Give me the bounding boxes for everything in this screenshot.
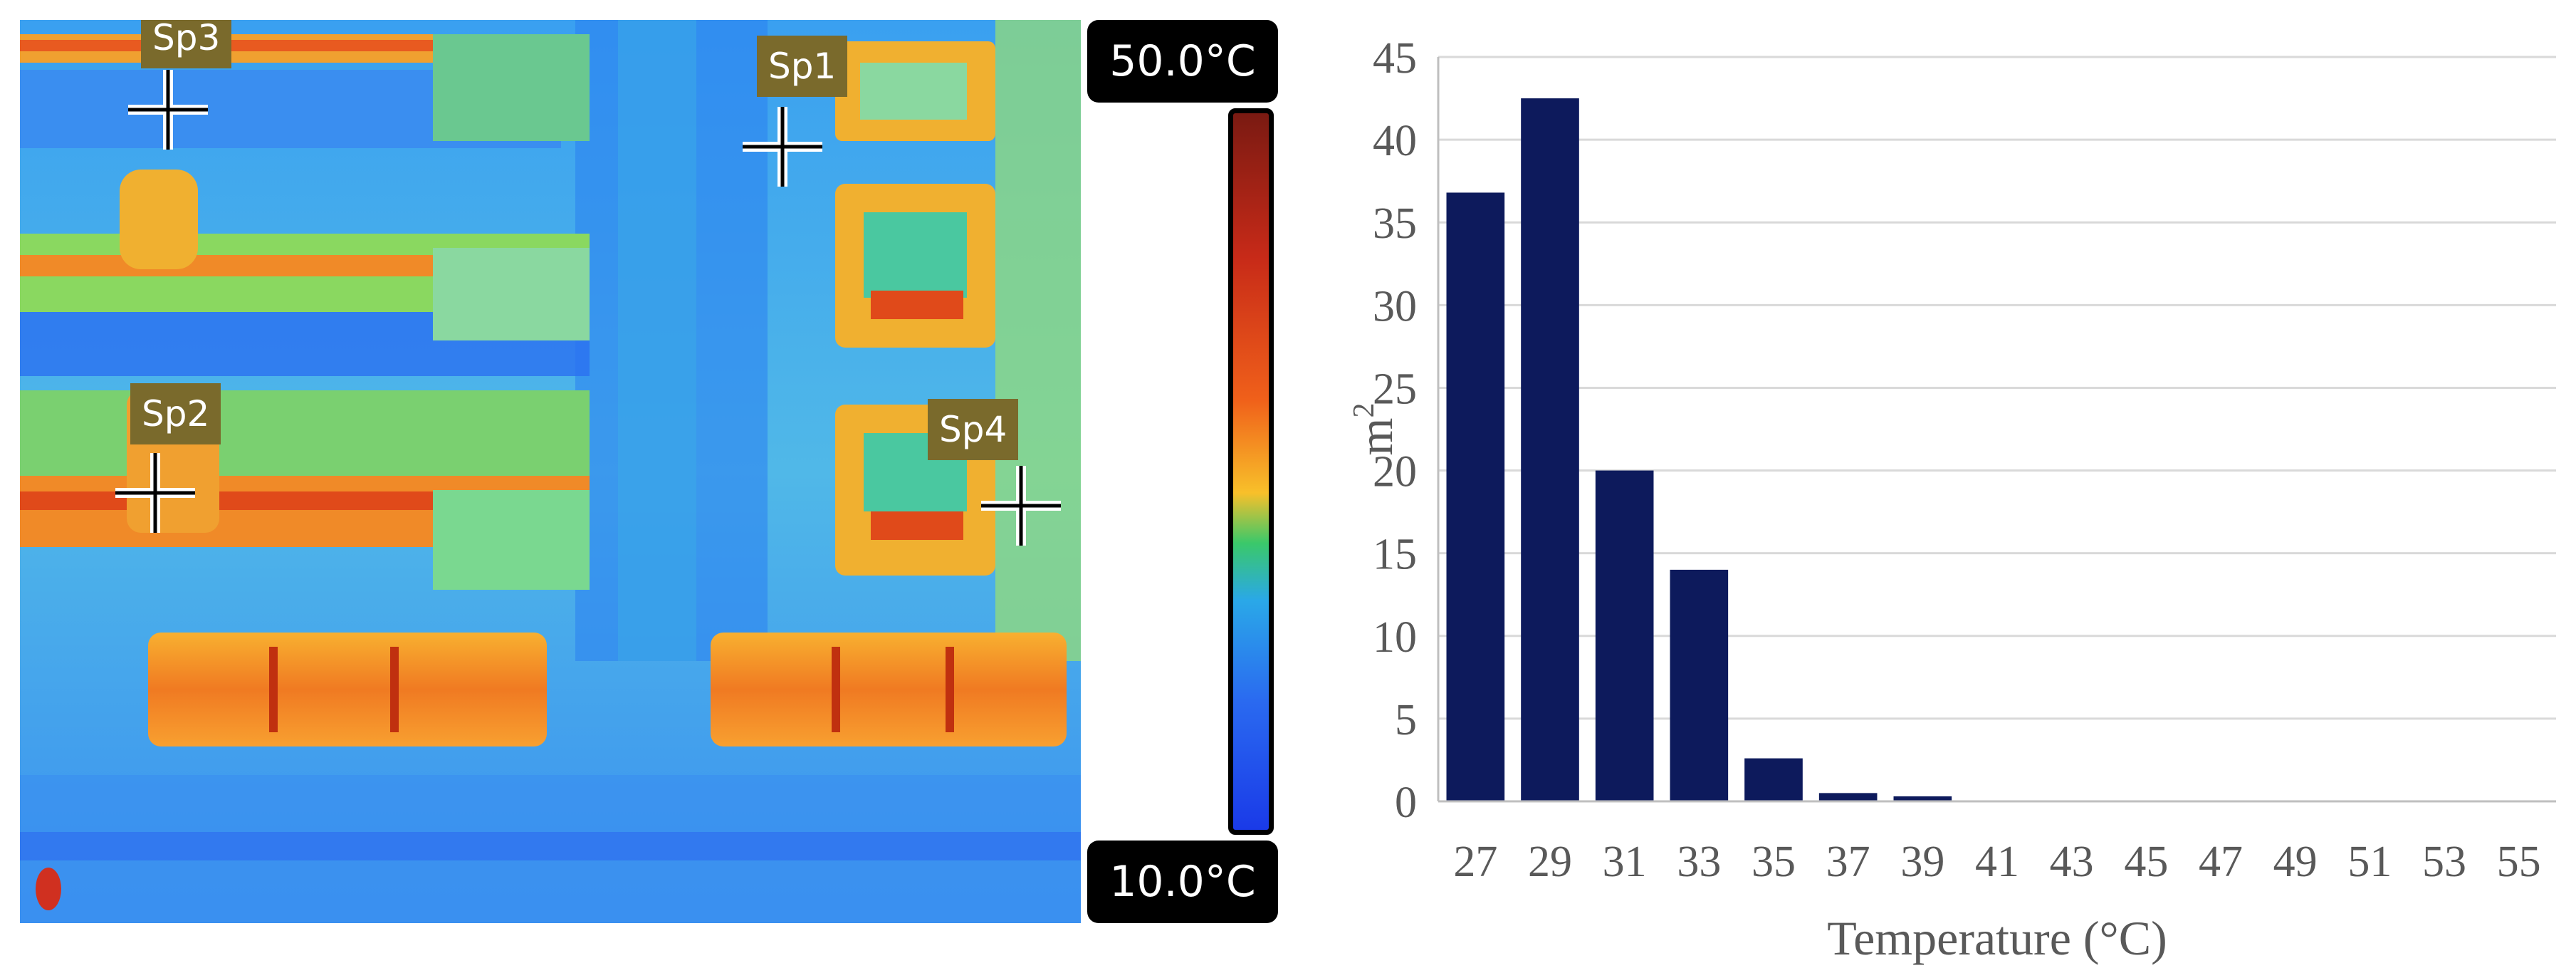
x-tick-label: 43 bbox=[2050, 838, 2094, 886]
x-axis-ticks: 27 29 31 33 35 37 39 41 43 45 47 49 51 53 55 bbox=[1453, 838, 2540, 886]
x-tick-label: 45 bbox=[2124, 838, 2168, 886]
crosshair-sp1 bbox=[743, 107, 822, 187]
x-tick-label: 51 bbox=[2347, 838, 2392, 886]
x-tick-label: 33 bbox=[1677, 838, 1721, 886]
bar-29 bbox=[1521, 98, 1579, 802]
y-axis-label: m2 bbox=[1348, 403, 1403, 456]
crosshair-sp2 bbox=[115, 453, 195, 533]
thermal-image: Sp3 Sp1 Sp2 Sp4 bbox=[20, 20, 1081, 923]
bar-31 bbox=[1595, 470, 1654, 801]
color-scale-bar bbox=[1228, 108, 1274, 835]
spot-label-sp3: Sp3 bbox=[141, 20, 232, 68]
y-tick-label: 5 bbox=[1395, 696, 1417, 744]
bar-33 bbox=[1670, 569, 1729, 801]
x-tick-label: 47 bbox=[2199, 838, 2243, 886]
y-tick-label: 0 bbox=[1395, 779, 1417, 827]
y-axis-label-base: m bbox=[1349, 418, 1403, 456]
x-tick-label: 53 bbox=[2422, 838, 2466, 886]
y-tick-label: 20 bbox=[1373, 448, 1417, 496]
y-axis-label-sup: 2 bbox=[1348, 403, 1381, 418]
x-tick-label: 49 bbox=[2273, 838, 2318, 886]
x-tick-label: 27 bbox=[1453, 838, 1497, 886]
y-tick-label: 40 bbox=[1373, 117, 1417, 165]
x-tick-label: 37 bbox=[1826, 838, 1870, 886]
y-axis-ticks: 0 5 10 15 20 25 30 35 40 45 bbox=[1373, 34, 1417, 827]
gridlines bbox=[1438, 56, 2556, 720]
y-tick-label: 45 bbox=[1373, 34, 1417, 83]
x-tick-label: 39 bbox=[1900, 838, 1944, 886]
x-tick-label: 41 bbox=[1975, 838, 2019, 886]
spot-label-sp4: Sp4 bbox=[928, 399, 1019, 460]
spot-label-sp1: Sp1 bbox=[757, 36, 848, 97]
x-tick-label: 35 bbox=[1752, 838, 1796, 886]
bar-35 bbox=[1744, 758, 1803, 801]
x-tick-label: 55 bbox=[2497, 838, 2541, 886]
scale-max-label: 50.0°C bbox=[1087, 20, 1278, 103]
bar-27 bbox=[1446, 192, 1505, 801]
scale-min-label: 10.0°C bbox=[1087, 841, 1278, 923]
y-tick-label: 15 bbox=[1373, 531, 1417, 579]
bar-39 bbox=[1893, 796, 1952, 801]
y-tick-label: 10 bbox=[1373, 613, 1417, 662]
spot-label-sp2: Sp2 bbox=[130, 383, 221, 444]
y-tick-label: 25 bbox=[1373, 365, 1417, 413]
x-axis-label: Temperature (°C) bbox=[1827, 911, 2167, 965]
x-tick-label: 31 bbox=[1603, 838, 1647, 886]
crosshair-sp4 bbox=[981, 466, 1061, 546]
bar-37 bbox=[1818, 793, 1878, 801]
y-tick-label: 35 bbox=[1373, 199, 1417, 248]
x-tick-label: 29 bbox=[1528, 838, 1572, 886]
y-tick-label: 30 bbox=[1373, 282, 1417, 331]
bars bbox=[1446, 98, 1952, 802]
temperature-area-histogram: 0 5 10 15 20 25 30 35 40 45 27 29 31 33 35 37 39 41 43 45 4… bbox=[1348, 34, 2556, 965]
crosshair-sp3 bbox=[128, 70, 208, 150]
